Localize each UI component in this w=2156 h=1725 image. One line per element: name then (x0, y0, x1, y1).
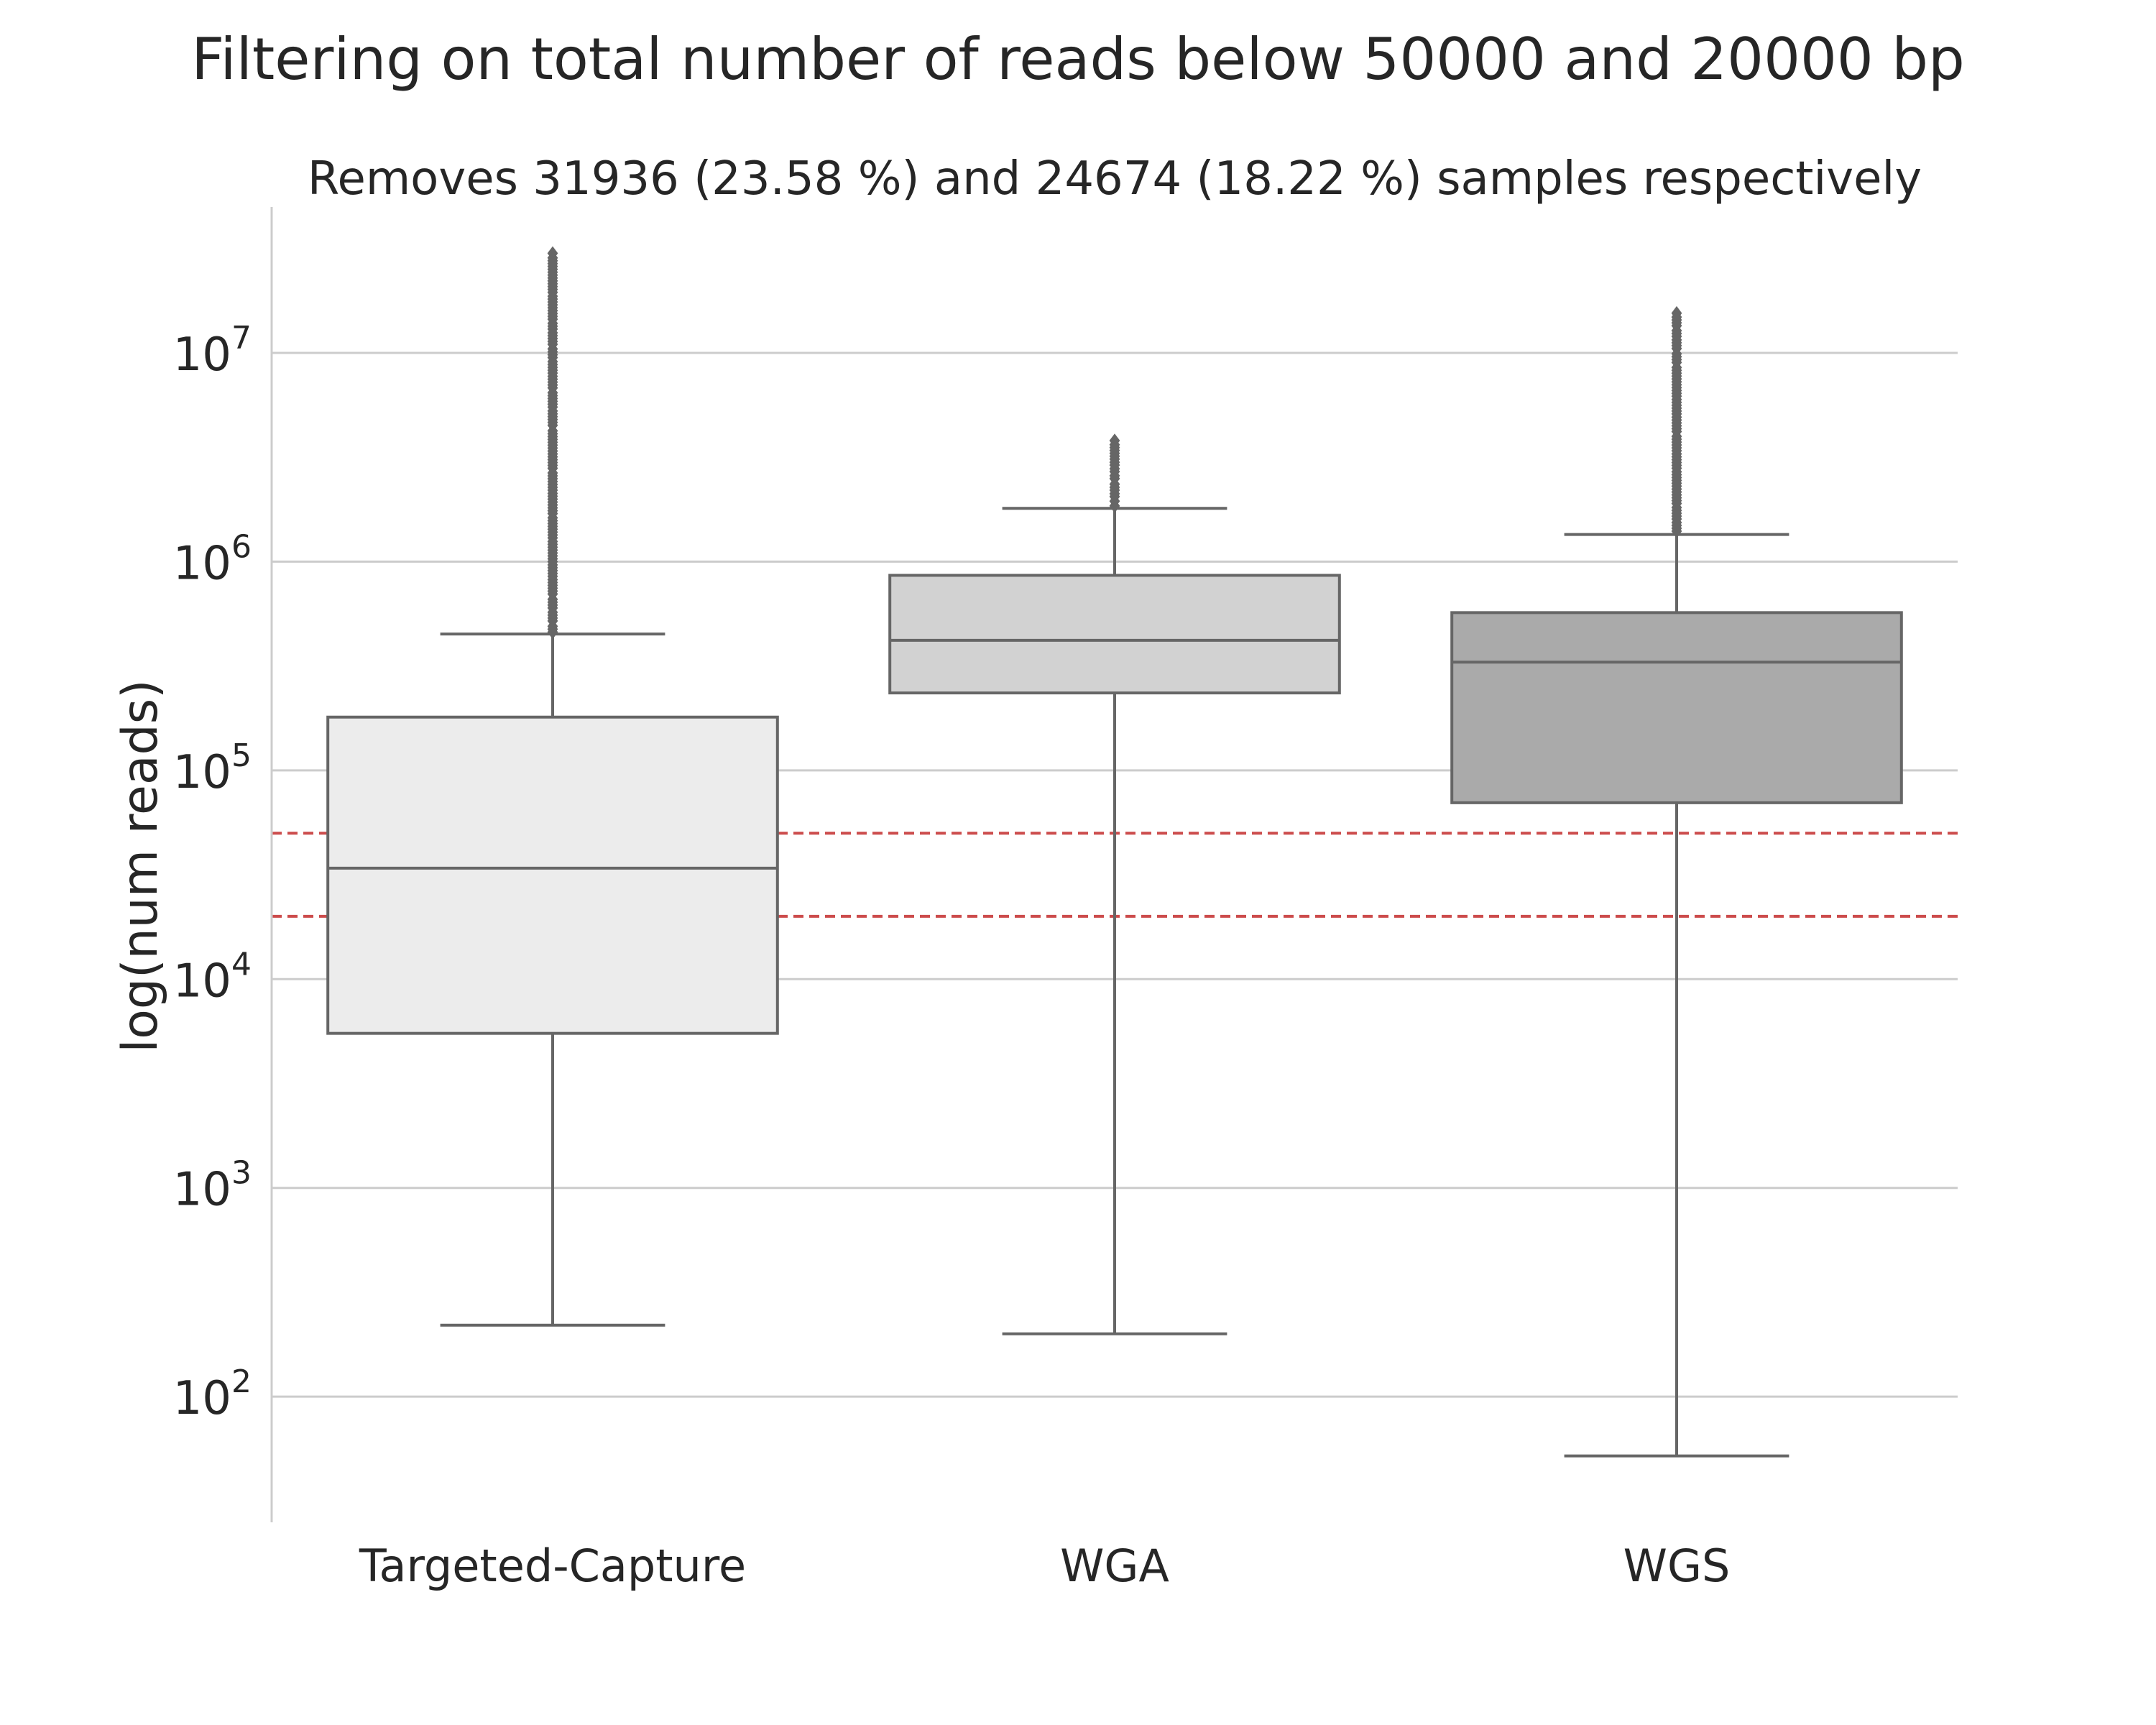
outlier-point (1671, 305, 1682, 321)
outlier-point (547, 246, 558, 261)
x-tick-label: Targeted-Capture (359, 1540, 746, 1592)
box-iqr (888, 574, 1341, 695)
y-tick-label: 104 (173, 946, 252, 1008)
y-tick-label: 103 (173, 1155, 252, 1217)
chart-title: Removes 31936 (23.58 %) and 24674 (18.22… (307, 152, 1922, 206)
box-group (1450, 305, 1903, 1458)
x-tick-label: WGA (1060, 1540, 1169, 1592)
y-tick-label: 106 (173, 528, 252, 590)
box-iqr (1450, 611, 1903, 804)
x-tick-labels: Targeted-Capture WGA WGS (359, 1540, 1730, 1592)
box-group (888, 433, 1341, 1335)
figure-title: Filtering on total number of reads below… (191, 26, 1965, 93)
x-tick-label: WGS (1623, 1540, 1731, 1592)
y-tick-label: 107 (173, 320, 252, 382)
y-axis-label: log(num reads) (112, 679, 169, 1052)
outlier-point (1109, 433, 1120, 448)
y-tick-label: 105 (173, 737, 252, 799)
boxes (326, 246, 1903, 1458)
y-tick-label: 102 (173, 1363, 252, 1425)
box-iqr (326, 715, 779, 1035)
y-tick-labels: 102 103 104 105 106 107 (173, 320, 252, 1425)
box-group (326, 246, 779, 1327)
